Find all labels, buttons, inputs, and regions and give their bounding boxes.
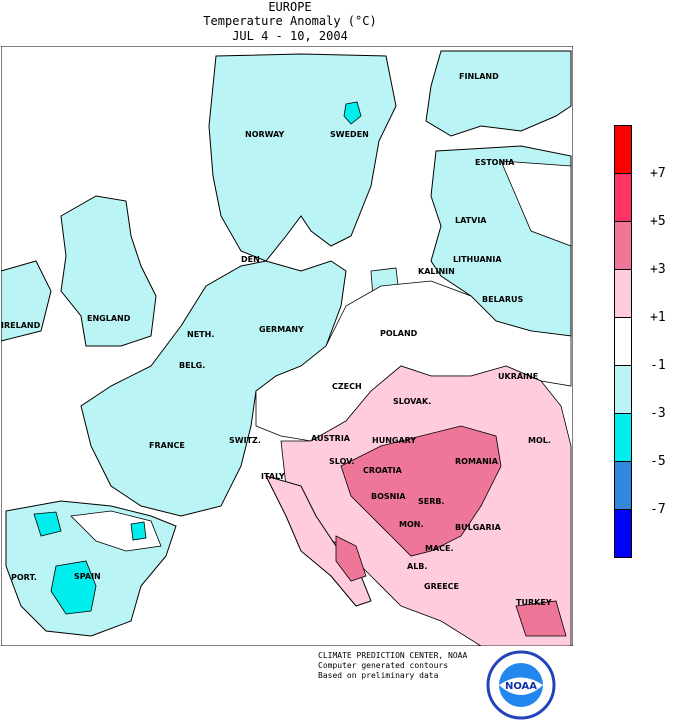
label-turkey: TURKEY bbox=[516, 598, 552, 607]
legend-tick-label: +3 bbox=[650, 262, 666, 277]
label-slov: SLOV. bbox=[329, 457, 354, 466]
label-latvia: LATVIA bbox=[455, 216, 487, 225]
label-alb: ALB. bbox=[407, 562, 427, 571]
label-france: FRANCE bbox=[149, 441, 185, 450]
italy-warm-core bbox=[335, 535, 367, 582]
legend-tick-label: -5 bbox=[650, 454, 666, 469]
label-hungary: HUNGARY bbox=[372, 436, 416, 445]
legend-swatch bbox=[614, 125, 632, 174]
credit-line-2: Computer generated contours bbox=[318, 661, 449, 670]
turkey-warm-core bbox=[515, 600, 567, 637]
label-bosnia: BOSNIA bbox=[371, 492, 406, 501]
label-norway: NORWAY bbox=[245, 130, 285, 139]
label-spain: SPAIN bbox=[74, 572, 101, 581]
label-bulgaria: BULGARIA bbox=[455, 523, 502, 532]
ireland-landmass bbox=[1, 260, 52, 342]
legend-swatch bbox=[614, 173, 632, 222]
label-port: PORT. bbox=[11, 573, 37, 582]
label-lithuania: LITHUANIA bbox=[453, 255, 502, 264]
label-croatia: CROATIA bbox=[363, 466, 403, 475]
iberia-cold-spot-east bbox=[130, 521, 147, 541]
label-mace: MACE. bbox=[425, 544, 454, 553]
map-period: JUL 4 - 10, 2004 bbox=[232, 29, 348, 43]
legend-tick-label: +7 bbox=[650, 166, 666, 181]
label-poland: POLAND bbox=[380, 329, 418, 338]
legend-swatch bbox=[614, 317, 632, 366]
noaa-logo-text: NOAA bbox=[505, 681, 537, 692]
map-title: Temperature Anomaly (°C) bbox=[203, 14, 377, 28]
label-czech: CZECH bbox=[332, 382, 362, 391]
legend-swatch bbox=[614, 509, 632, 558]
label-austria: AUSTRIA bbox=[311, 434, 351, 443]
credit-line-3: Based on preliminary data bbox=[318, 671, 439, 680]
credit-line-1: CLIMATE PREDICTION CENTER, NOAA bbox=[318, 651, 468, 660]
label-italy: ITALY bbox=[261, 472, 285, 481]
anomaly-map: FINLAND NORWAY SWEDEN ESTONIA LATVIA LIT… bbox=[1, 46, 573, 646]
legend-swatch bbox=[614, 365, 632, 414]
iberia-neutral-zone bbox=[70, 510, 162, 552]
italy-landmass bbox=[265, 475, 372, 607]
label-estonia: ESTONIA bbox=[475, 158, 515, 167]
label-belg: BELG. bbox=[179, 361, 205, 370]
map-region-title: EUROPE bbox=[268, 0, 312, 14]
legend-tick-label: -1 bbox=[650, 358, 666, 373]
legend-tick-label: -3 bbox=[650, 406, 666, 421]
spain-cold-spot bbox=[50, 560, 97, 615]
legend-tick-label: +5 bbox=[650, 214, 666, 229]
britain-landmass bbox=[60, 195, 157, 347]
noaa-logo: NOAA bbox=[486, 650, 556, 720]
legend-swatch bbox=[614, 461, 632, 510]
label-ireland: IRELAND bbox=[1, 321, 41, 330]
sweden-cold-spot bbox=[343, 101, 362, 125]
portugal-cold-spot bbox=[33, 511, 62, 537]
label-greece: GREECE bbox=[424, 582, 459, 591]
label-neth: NETH. bbox=[187, 330, 214, 339]
label-slovak: SLOVAK. bbox=[393, 397, 431, 406]
label-finland: FINLAND bbox=[459, 72, 499, 81]
label-mon: MON. bbox=[399, 520, 424, 529]
label-germany: GERMANY bbox=[259, 325, 304, 334]
label-serb: SERB. bbox=[418, 497, 445, 506]
label-switz: SWITZ. bbox=[229, 436, 261, 445]
label-ukraine: UKRAINE bbox=[498, 372, 538, 381]
label-mol: MOL. bbox=[528, 436, 551, 445]
legend-swatch bbox=[614, 413, 632, 462]
balkan-warm-core bbox=[340, 425, 502, 557]
baltic-neutral-zone bbox=[500, 160, 572, 247]
label-belarus: BELARUS bbox=[482, 295, 524, 304]
finland-landmass bbox=[425, 50, 572, 137]
legend-tick-label: +1 bbox=[650, 310, 666, 325]
label-kalinin: KALININ bbox=[418, 267, 455, 276]
label-romania: ROMANIA bbox=[455, 457, 499, 466]
label-sweden: SWEDEN bbox=[330, 130, 369, 139]
legend-swatch bbox=[614, 221, 632, 270]
label-england: ENGLAND bbox=[87, 314, 131, 323]
label-den: DEN bbox=[241, 255, 260, 264]
legend-tick-label: -7 bbox=[650, 502, 666, 517]
color-legend bbox=[614, 125, 632, 558]
legend-swatch bbox=[614, 269, 632, 318]
